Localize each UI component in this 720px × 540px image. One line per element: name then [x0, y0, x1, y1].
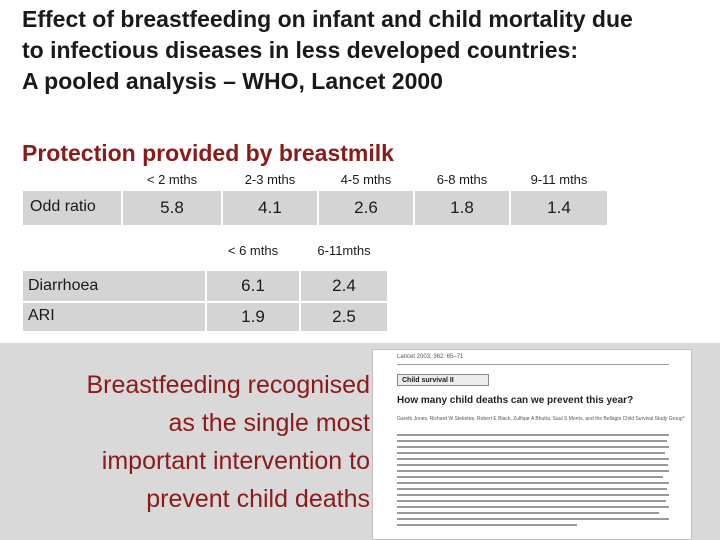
quote-line-1: Breastfeeding recognised: [86, 371, 370, 399]
text-line: [397, 434, 669, 436]
odds-value-cell: [318, 190, 414, 226]
odds-col-header: 9-11 mths: [530, 172, 588, 187]
odds-value-cell: [510, 190, 608, 226]
odds-value: 5.8: [160, 198, 184, 217]
cause-row-label: Diarrhoea: [28, 277, 99, 294]
text-line: [397, 464, 668, 466]
paper-citation: Lancet 2003; 362: 65–71: [397, 354, 464, 360]
title-line-3: A pooled analysis – WHO, Lancet 2000: [22, 68, 443, 94]
text-line: [397, 488, 667, 490]
odds-value: 1.4: [547, 198, 571, 217]
cause-value-cell: [300, 270, 388, 302]
title-line-2: to infectious diseases in less developed…: [22, 37, 578, 63]
text-line: [397, 512, 659, 514]
odds-col-header: 6-8 mths: [436, 172, 488, 187]
odds-value: 1.8: [450, 198, 474, 217]
paper-authors: Gareth Jones, Richard W Steketee, Robert…: [397, 416, 685, 422]
cause-row-label: ARI: [28, 307, 55, 324]
text-line: [397, 476, 663, 478]
odds-value-cell: [414, 190, 510, 226]
odds-row-label: Odd ratio: [30, 198, 96, 215]
cause-value-cell: [300, 302, 388, 332]
text-line: [397, 482, 669, 484]
text-line: [397, 446, 669, 448]
text-line: [397, 494, 669, 496]
paper-header-rule: [397, 364, 669, 365]
paper-thumbnail: Lancet 2003; 362: 65–71 Child survival I…: [372, 349, 692, 540]
cause-col-header: < 6 mths: [227, 243, 279, 258]
cause-value: 1.9: [241, 307, 265, 326]
cause-col-header: 6-11mths: [317, 243, 371, 258]
cause-value-cell: [206, 302, 300, 332]
cause-value: 2.5: [332, 307, 356, 326]
odds-value: 2.6: [354, 198, 378, 217]
cause-value: 2.4: [332, 276, 356, 295]
text-line: [397, 458, 669, 460]
odds-col-header: 4-5 mths: [340, 172, 392, 187]
text-line: [397, 518, 669, 520]
paper-title: How many child deaths can we prevent thi…: [397, 395, 634, 406]
title-line-1: Effect of breastfeeding on infant and ch…: [22, 6, 633, 32]
quote-line-4: prevent child deaths: [146, 485, 370, 513]
quote-line-3: important intervention to: [101, 447, 370, 475]
odds-col-header: 2-3 mths: [244, 172, 296, 187]
odds-row-label-cell: [22, 190, 122, 226]
section-heading: Protection provided by breastmilk: [22, 140, 394, 166]
cause-row-label-cell: [22, 270, 206, 302]
text-line: [397, 500, 666, 502]
odds-value-cell: [122, 190, 222, 226]
cause-value-cell: [206, 270, 300, 302]
odds-col-header: < 2 mths: [146, 172, 198, 187]
highlight-quote: Breastfeeding recognised as the single m…: [18, 366, 370, 518]
odds-value-cell: [222, 190, 318, 226]
cause-row-label-cell: [22, 302, 206, 332]
paper-section-label: Child survival II: [397, 374, 489, 386]
text-line: [397, 506, 669, 508]
slide-title: Effect of breastfeeding on infant and ch…: [22, 4, 702, 97]
odds-value: 4.1: [258, 198, 282, 217]
text-line: [397, 452, 665, 454]
text-line: [397, 470, 669, 472]
quote-line-2: as the single most: [168, 409, 371, 437]
cause-value: 6.1: [241, 276, 265, 295]
text-line: [397, 440, 667, 442]
text-line: [397, 524, 577, 526]
